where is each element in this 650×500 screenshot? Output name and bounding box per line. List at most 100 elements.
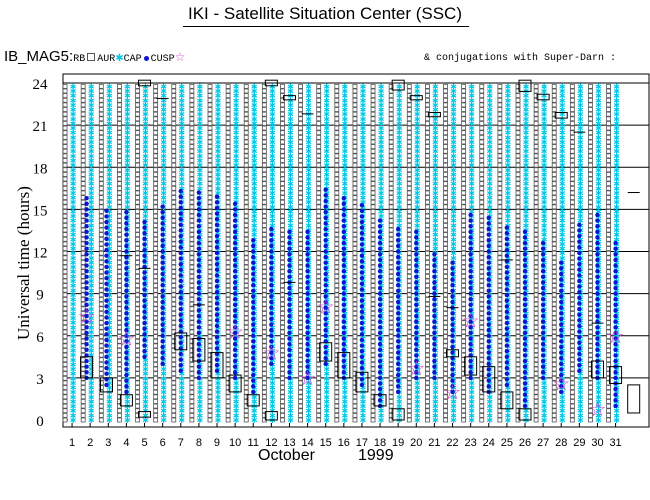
cap-point <box>251 283 256 288</box>
rb-point <box>497 93 503 99</box>
aur-point: ✱ <box>124 166 131 175</box>
aur-point: ✱ <box>305 221 312 230</box>
rb-point <box>569 366 575 372</box>
rb-point <box>316 172 322 177</box>
rb-point <box>280 403 285 409</box>
aur-point: ✱ <box>613 106 620 115</box>
rb-point <box>515 255 521 261</box>
cap-point <box>104 304 109 309</box>
rb-point <box>606 116 611 122</box>
aur-point: ✱ <box>106 328 113 337</box>
aur-point: ✱ <box>269 161 276 170</box>
aur-point: ✱ <box>124 124 131 133</box>
aur-point: ✱ <box>233 207 240 216</box>
rb-point <box>515 153 521 159</box>
aur-point: ✱ <box>432 180 439 189</box>
aur-point: ✱ <box>468 309 475 318</box>
rb-point <box>533 371 539 377</box>
rb-point <box>98 320 104 326</box>
aur-point: ✱ <box>541 226 548 235</box>
rb-point <box>533 366 539 372</box>
cap-point <box>196 313 202 319</box>
rb-point <box>117 394 122 400</box>
aur-point: ✱ <box>215 129 222 138</box>
rb-point <box>370 273 376 279</box>
rb-point <box>588 222 593 228</box>
aur-point: ✱ <box>233 309 240 318</box>
rb-point <box>443 236 448 242</box>
rb-point <box>117 102 122 108</box>
rb-point <box>298 236 303 242</box>
rb-point <box>406 412 412 418</box>
aur-point: ✱ <box>251 411 258 420</box>
aur-point: ✱ <box>305 212 312 221</box>
aur-point: ✱ <box>559 272 566 281</box>
rb-point <box>352 269 358 275</box>
aur-point: ✱ <box>505 133 512 142</box>
aur-point: ✱ <box>323 133 330 142</box>
aur-point: ✱ <box>486 416 493 425</box>
rb-point <box>153 269 159 275</box>
aur-point: ✱ <box>305 282 312 291</box>
x-tick-label: 3 <box>105 437 111 449</box>
rb-point <box>388 222 394 228</box>
aur-point: ✱ <box>233 124 240 133</box>
aur-point: ✱ <box>559 277 566 286</box>
aur-point: ✱ <box>559 296 566 305</box>
aur-point: ✱ <box>450 235 457 244</box>
cap-point <box>232 319 238 324</box>
aur-point: ✱ <box>197 416 204 425</box>
aur-point: ✱ <box>613 342 620 351</box>
aur-point: ✱ <box>269 397 276 406</box>
rb-point <box>98 172 104 177</box>
aur-point: ✱ <box>396 133 403 142</box>
aur-point: ✱ <box>341 110 348 119</box>
aur-point: ✱ <box>414 258 421 267</box>
rb-point <box>153 408 159 414</box>
aur-point: ✱ <box>70 175 77 184</box>
aur-point: ✱ <box>323 300 330 309</box>
rb-point <box>280 287 285 293</box>
cap-point <box>251 350 256 355</box>
rb-point <box>98 297 104 302</box>
rb-point <box>243 311 249 316</box>
cap-point <box>287 347 292 352</box>
aur-point: ✱ <box>541 175 548 184</box>
cap-point <box>104 242 109 247</box>
cap-point <box>104 315 109 320</box>
rb-point <box>316 283 322 289</box>
aur-point: ✱ <box>486 82 493 91</box>
cap-point <box>160 356 165 361</box>
rb-point <box>497 399 503 404</box>
rb-point <box>298 287 303 293</box>
aur-point: ✱ <box>450 194 457 203</box>
rb-point <box>370 195 376 200</box>
rb-point <box>443 227 448 233</box>
aur-point: ✱ <box>287 217 294 226</box>
rb-point <box>515 125 521 131</box>
aur-point: ✱ <box>523 115 530 124</box>
rb-point <box>153 190 159 196</box>
rb-point <box>171 107 177 112</box>
aur-point: ✱ <box>595 337 602 346</box>
aur-point: ✱ <box>505 411 512 420</box>
rb-point <box>117 241 122 247</box>
aur-point: ✱ <box>287 203 294 212</box>
aur-point: ✱ <box>305 175 312 184</box>
aur-point: ✱ <box>414 152 421 161</box>
cap-point <box>84 235 89 240</box>
rb-point <box>551 121 557 126</box>
aur-point: ✱ <box>341 263 348 272</box>
rb-point <box>515 297 521 302</box>
cap-point <box>124 327 129 333</box>
rb-point <box>334 315 340 321</box>
rb-point <box>334 324 340 330</box>
rb-point <box>515 148 521 154</box>
rb-point <box>280 338 285 344</box>
aur-point: ✱ <box>70 291 77 300</box>
rb-point <box>334 130 340 136</box>
rb-point <box>515 241 521 247</box>
rb-point <box>370 236 376 242</box>
aur-point: ✱ <box>541 388 548 397</box>
aur-point: ✱ <box>505 170 512 179</box>
